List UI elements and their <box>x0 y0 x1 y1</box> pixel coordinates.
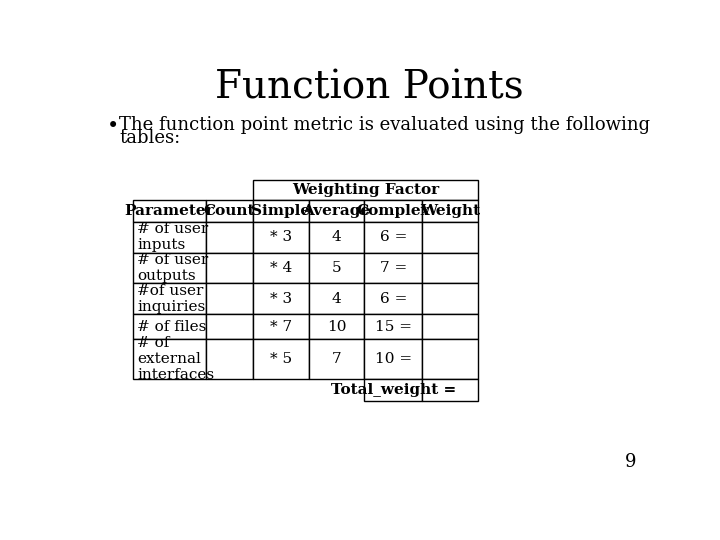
Bar <box>206 200 253 222</box>
Text: Complex: Complex <box>356 204 431 218</box>
Text: 6 =: 6 = <box>379 292 407 306</box>
Text: Simple: Simple <box>251 204 310 218</box>
Text: * 5: * 5 <box>269 352 292 366</box>
Text: * 7: * 7 <box>269 320 292 334</box>
Text: * 3: * 3 <box>269 230 292 244</box>
Bar <box>309 314 364 339</box>
Bar <box>423 314 478 339</box>
Bar <box>364 339 423 379</box>
Bar <box>206 339 253 379</box>
Bar <box>132 314 206 339</box>
Text: # of
external
interfaces: # of external interfaces <box>138 336 215 382</box>
Bar <box>253 222 309 253</box>
Bar <box>253 314 309 339</box>
Bar <box>364 284 423 314</box>
Text: The function point metric is evaluated using the following: The function point metric is evaluated u… <box>120 116 651 133</box>
Text: 4: 4 <box>332 292 341 306</box>
Text: •: • <box>107 117 120 137</box>
Bar <box>253 284 309 314</box>
Text: 9: 9 <box>625 454 636 471</box>
Bar <box>423 200 478 222</box>
Bar <box>423 222 478 253</box>
Bar <box>206 222 253 253</box>
Bar <box>253 200 309 222</box>
Bar <box>132 222 206 253</box>
Bar <box>423 284 478 314</box>
Bar <box>253 180 478 200</box>
Text: # of user
outputs: # of user outputs <box>138 253 209 283</box>
Text: 7 =: 7 = <box>379 261 407 275</box>
Bar <box>253 253 309 284</box>
Bar <box>253 339 309 379</box>
Bar <box>206 284 253 314</box>
Bar <box>206 314 253 339</box>
Bar <box>364 253 423 284</box>
Text: tables:: tables: <box>120 129 181 147</box>
Bar <box>309 339 364 379</box>
Text: Parameter: Parameter <box>125 204 215 218</box>
Bar <box>423 253 478 284</box>
Text: 10: 10 <box>327 320 346 334</box>
Text: 4: 4 <box>332 230 341 244</box>
Text: 5: 5 <box>332 261 341 275</box>
Text: Count: Count <box>204 204 256 218</box>
Bar <box>132 339 206 379</box>
Text: Function Points: Function Points <box>215 70 523 106</box>
Text: # of user
inputs: # of user inputs <box>138 222 209 252</box>
Text: Weighting Factor: Weighting Factor <box>292 183 439 197</box>
Bar <box>364 200 423 222</box>
Text: # of files: # of files <box>138 320 207 334</box>
Bar <box>423 339 478 379</box>
Bar <box>364 314 423 339</box>
Bar <box>309 200 364 222</box>
Text: Total_weight =: Total_weight = <box>330 383 456 397</box>
Text: 10 =: 10 = <box>375 352 412 366</box>
Text: * 4: * 4 <box>269 261 292 275</box>
Bar <box>206 253 253 284</box>
Bar <box>309 222 364 253</box>
Text: 7: 7 <box>332 352 341 366</box>
Bar <box>132 253 206 284</box>
Text: #of user
inquiries: #of user inquiries <box>138 284 205 314</box>
Bar <box>132 284 206 314</box>
Text: * 3: * 3 <box>269 292 292 306</box>
Text: 15 =: 15 = <box>375 320 412 334</box>
Text: Weight: Weight <box>420 204 480 218</box>
Bar <box>364 222 423 253</box>
Bar <box>364 379 423 401</box>
Text: 6 =: 6 = <box>379 230 407 244</box>
Bar <box>132 200 206 222</box>
Bar <box>423 379 478 401</box>
Bar <box>309 284 364 314</box>
Text: Average: Average <box>302 204 371 218</box>
Bar <box>309 253 364 284</box>
